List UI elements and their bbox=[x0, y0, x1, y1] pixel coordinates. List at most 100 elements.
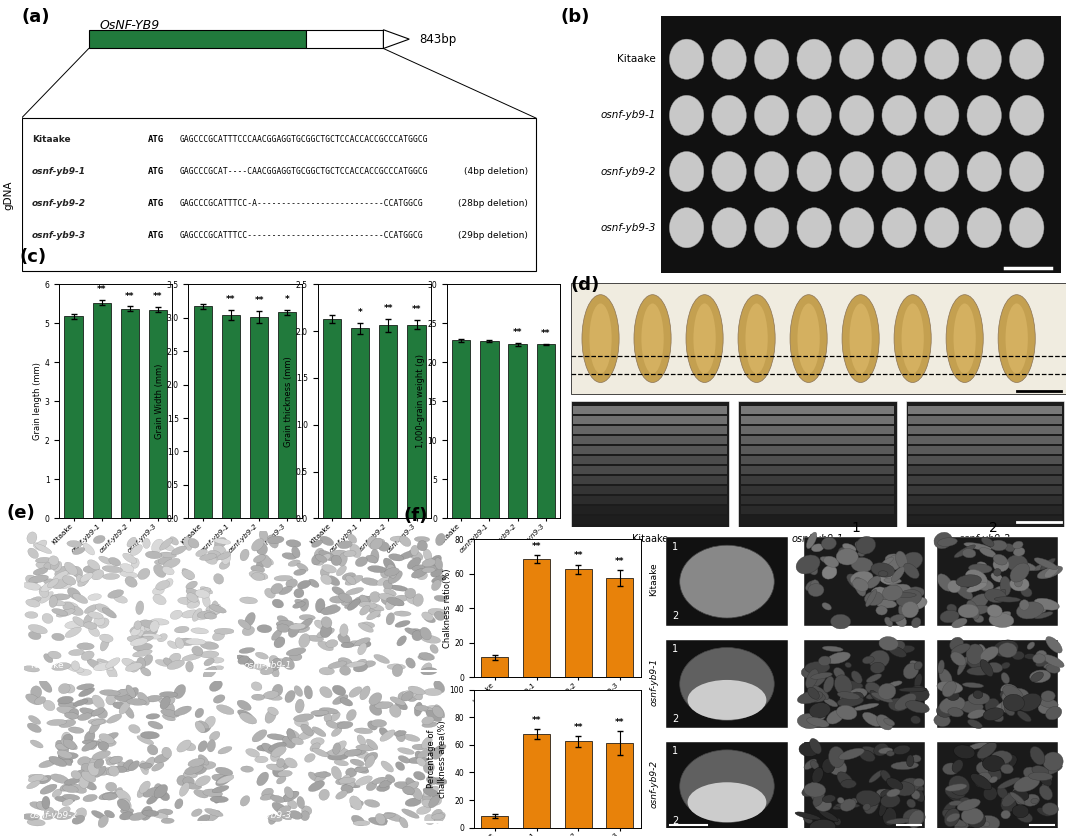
Ellipse shape bbox=[318, 641, 334, 650]
Ellipse shape bbox=[317, 628, 335, 638]
Ellipse shape bbox=[79, 774, 89, 788]
Ellipse shape bbox=[355, 557, 367, 567]
Bar bbox=[65, 316, 83, 518]
Ellipse shape bbox=[238, 655, 249, 665]
Ellipse shape bbox=[53, 571, 69, 581]
Ellipse shape bbox=[81, 771, 96, 782]
Text: 1: 1 bbox=[672, 644, 679, 654]
Ellipse shape bbox=[331, 555, 341, 566]
Ellipse shape bbox=[28, 774, 48, 781]
Ellipse shape bbox=[53, 579, 69, 589]
Ellipse shape bbox=[939, 669, 952, 686]
Ellipse shape bbox=[1036, 650, 1047, 660]
Ellipse shape bbox=[120, 701, 130, 714]
Ellipse shape bbox=[345, 777, 355, 788]
Ellipse shape bbox=[198, 755, 209, 765]
Ellipse shape bbox=[215, 775, 232, 786]
Ellipse shape bbox=[332, 767, 341, 779]
Ellipse shape bbox=[302, 806, 312, 815]
Ellipse shape bbox=[142, 634, 162, 639]
Ellipse shape bbox=[327, 753, 348, 760]
Ellipse shape bbox=[272, 767, 283, 777]
Ellipse shape bbox=[839, 95, 873, 135]
Ellipse shape bbox=[1002, 662, 1010, 669]
Ellipse shape bbox=[934, 714, 950, 726]
Ellipse shape bbox=[154, 559, 168, 564]
Ellipse shape bbox=[938, 538, 957, 547]
Ellipse shape bbox=[120, 812, 134, 820]
Ellipse shape bbox=[338, 553, 348, 567]
Ellipse shape bbox=[754, 207, 788, 247]
Ellipse shape bbox=[58, 754, 72, 766]
Ellipse shape bbox=[184, 765, 204, 774]
Ellipse shape bbox=[877, 715, 893, 730]
Ellipse shape bbox=[83, 543, 95, 555]
Ellipse shape bbox=[882, 151, 917, 191]
Ellipse shape bbox=[212, 786, 229, 793]
Ellipse shape bbox=[97, 659, 113, 669]
Ellipse shape bbox=[157, 634, 167, 642]
Ellipse shape bbox=[39, 775, 52, 784]
Ellipse shape bbox=[386, 598, 395, 610]
Ellipse shape bbox=[980, 660, 993, 676]
Ellipse shape bbox=[907, 587, 925, 597]
Ellipse shape bbox=[137, 786, 146, 798]
Ellipse shape bbox=[945, 818, 966, 827]
Ellipse shape bbox=[886, 751, 894, 757]
Ellipse shape bbox=[163, 567, 174, 575]
Ellipse shape bbox=[169, 653, 181, 663]
FancyBboxPatch shape bbox=[908, 516, 1062, 524]
Ellipse shape bbox=[80, 708, 97, 716]
Ellipse shape bbox=[1006, 303, 1027, 374]
Ellipse shape bbox=[216, 775, 234, 784]
Ellipse shape bbox=[106, 695, 115, 705]
Ellipse shape bbox=[417, 748, 434, 758]
FancyBboxPatch shape bbox=[908, 456, 1062, 464]
Ellipse shape bbox=[801, 666, 817, 678]
Ellipse shape bbox=[819, 810, 838, 822]
Ellipse shape bbox=[1023, 767, 1040, 781]
Ellipse shape bbox=[381, 597, 396, 606]
Ellipse shape bbox=[388, 571, 403, 584]
Ellipse shape bbox=[239, 648, 255, 654]
Ellipse shape bbox=[109, 558, 121, 566]
Ellipse shape bbox=[984, 589, 1006, 603]
Ellipse shape bbox=[252, 538, 264, 551]
Ellipse shape bbox=[851, 670, 863, 684]
Ellipse shape bbox=[370, 549, 379, 563]
FancyBboxPatch shape bbox=[908, 466, 1062, 474]
Ellipse shape bbox=[99, 634, 113, 642]
Ellipse shape bbox=[983, 708, 1004, 721]
Ellipse shape bbox=[251, 565, 265, 573]
Ellipse shape bbox=[1034, 599, 1060, 610]
Ellipse shape bbox=[873, 743, 889, 756]
Ellipse shape bbox=[803, 691, 825, 702]
Ellipse shape bbox=[981, 821, 990, 827]
Ellipse shape bbox=[297, 797, 305, 808]
Ellipse shape bbox=[379, 594, 396, 602]
Ellipse shape bbox=[308, 579, 319, 588]
Text: **: ** bbox=[532, 716, 542, 725]
Ellipse shape bbox=[320, 536, 334, 546]
Ellipse shape bbox=[319, 789, 330, 800]
Ellipse shape bbox=[65, 778, 80, 785]
Ellipse shape bbox=[1045, 566, 1059, 578]
Ellipse shape bbox=[93, 751, 111, 760]
Ellipse shape bbox=[150, 620, 159, 632]
Ellipse shape bbox=[876, 599, 896, 608]
Ellipse shape bbox=[134, 636, 153, 643]
Ellipse shape bbox=[810, 579, 820, 593]
Ellipse shape bbox=[1010, 577, 1030, 591]
Ellipse shape bbox=[809, 702, 830, 718]
Ellipse shape bbox=[146, 696, 162, 702]
Ellipse shape bbox=[159, 552, 177, 558]
Ellipse shape bbox=[320, 624, 332, 638]
Ellipse shape bbox=[174, 798, 183, 809]
Ellipse shape bbox=[347, 640, 362, 646]
Ellipse shape bbox=[395, 701, 407, 710]
Ellipse shape bbox=[62, 785, 79, 793]
Ellipse shape bbox=[256, 543, 267, 555]
Ellipse shape bbox=[122, 658, 136, 668]
Ellipse shape bbox=[408, 757, 428, 763]
Ellipse shape bbox=[1044, 655, 1064, 667]
